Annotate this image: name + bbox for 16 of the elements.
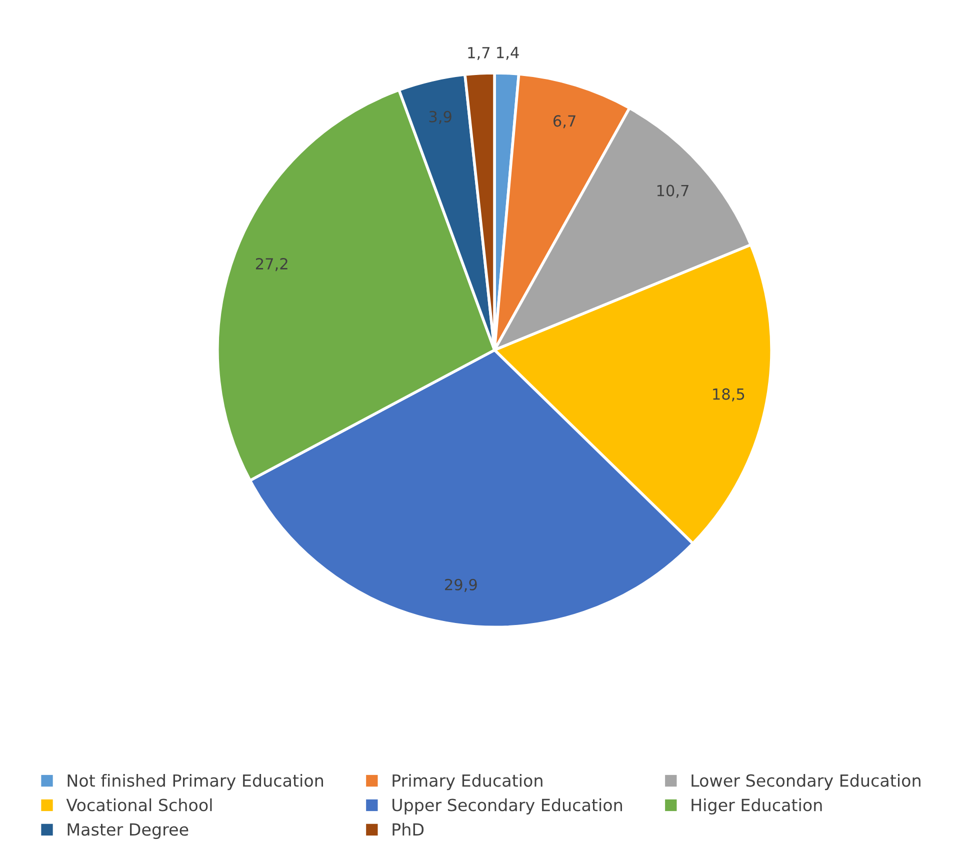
data-label: 1,7	[468, 47, 490, 60]
data-label: 29,9	[445, 578, 477, 592]
legend-label: Not finished Primary Education	[68, 774, 324, 790]
legend-label: Vocational School	[66, 798, 212, 812]
legend-label: PhD	[392, 822, 424, 836]
data-label: 6,7	[553, 115, 576, 128]
data-label: 1,4	[497, 46, 519, 60]
data-label: 27,2	[256, 258, 288, 272]
legend-label: Higer Education	[692, 798, 822, 815]
data-label: 18,5	[713, 388, 744, 402]
legend-label: Primary Education	[392, 774, 542, 790]
legend-label: Lower Secondary Education	[692, 774, 920, 790]
data-label: 10,7	[657, 184, 688, 198]
data-label: 3,9	[429, 110, 452, 124]
legend-label: Master Degree	[68, 823, 188, 839]
legend-label: Upper Secondary Education	[392, 798, 622, 815]
